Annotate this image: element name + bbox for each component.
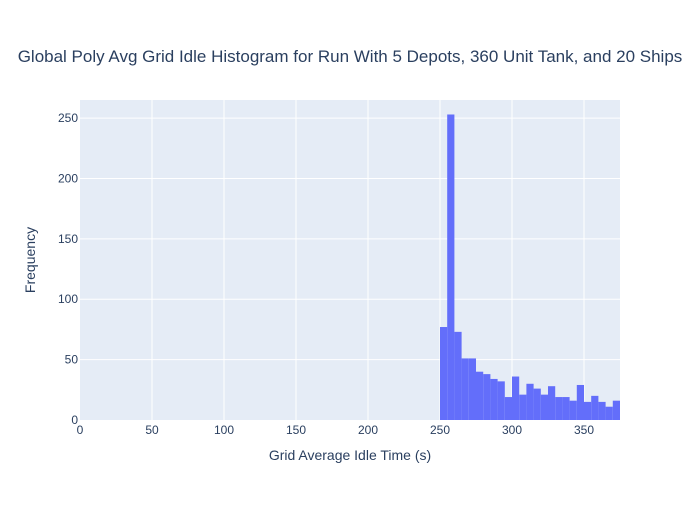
x-tick-label: 150 [286,423,306,437]
y-tick-label: 50 [65,353,79,367]
y-tick-label: 100 [58,292,78,306]
histogram-bar [576,384,584,420]
histogram-bar [447,114,455,420]
histogram-bar [497,381,505,420]
histogram-bar [476,371,484,420]
histogram-bar [468,358,476,420]
x-axis-title: Grid Average Idle Time (s) [269,447,431,463]
histogram-bar [569,400,577,420]
histogram-bar [598,401,606,420]
histogram-bar [540,394,548,420]
y-tick-label: 0 [71,413,78,427]
histogram-bar [454,331,462,420]
y-axis-title: Frequency [22,227,38,293]
y-tick-label: 150 [58,232,78,246]
histogram-bar [461,358,469,420]
histogram-bar [605,406,613,420]
histogram-bar [591,395,599,420]
x-axis-ticks: 0 50 100 150 200 250 300 350 [77,423,595,437]
x-tick-label: 350 [574,423,594,437]
histogram-bar [548,386,556,420]
x-tick-label: 200 [358,423,378,437]
histogram-bar [584,401,592,420]
x-tick-label: 0 [77,423,84,437]
x-tick-label: 100 [214,423,234,437]
y-tick-label: 200 [58,171,78,185]
x-tick-label: 250 [430,423,450,437]
chart-title: Global Poly Avg Grid Idle Histogram for … [18,47,683,66]
histogram-bar [512,376,520,420]
y-tick-label: 250 [58,111,78,125]
plot-area [80,100,620,420]
histogram-bar [483,374,491,420]
y-axis-ticks: 0 50 100 150 200 250 [58,111,78,427]
histogram-bar [533,388,541,420]
histogram-bar [526,383,534,420]
histogram-bar [519,394,527,420]
histogram-bar [504,397,512,420]
histogram-bar [555,397,563,420]
histogram-bar [490,378,498,420]
histogram-bar [562,397,570,420]
bars [440,114,620,420]
histogram-bar [440,327,448,420]
x-tick-label: 50 [145,423,159,437]
histogram-bar [612,400,620,420]
x-tick-label: 300 [502,423,522,437]
